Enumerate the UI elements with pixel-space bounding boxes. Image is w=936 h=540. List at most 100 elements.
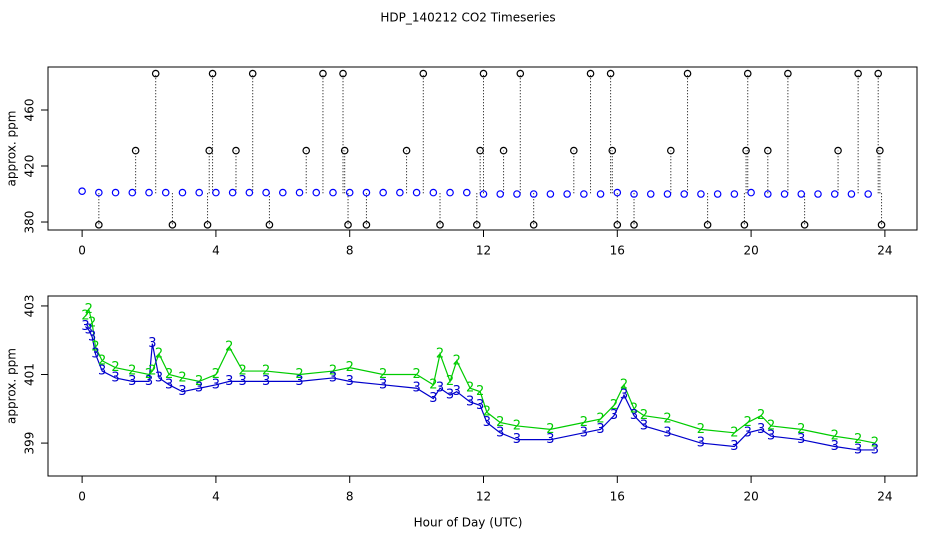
point <box>279 188 287 197</box>
point <box>830 190 839 198</box>
x-tick-label: 24 <box>877 244 892 258</box>
point <box>473 221 481 229</box>
x-tick-label: 16 <box>610 490 625 504</box>
point <box>730 190 739 198</box>
point <box>232 146 240 155</box>
x-tick-label: 20 <box>743 490 758 504</box>
point <box>854 69 862 78</box>
point-marker: 2 <box>466 381 474 396</box>
point <box>248 69 257 78</box>
point <box>630 190 638 198</box>
point <box>834 146 842 155</box>
point <box>161 188 170 197</box>
point-marker: 3 <box>453 384 461 399</box>
point <box>412 188 421 197</box>
point-marker: 2 <box>165 367 173 382</box>
x-tick-label: 4 <box>212 490 220 504</box>
point-marker: 2 <box>730 425 738 440</box>
point-marker: 2 <box>88 316 96 331</box>
x-tick-label: 8 <box>346 490 354 504</box>
point-marker: 3 <box>436 381 444 396</box>
point-marker: 3 <box>128 374 136 389</box>
x-tick-label: 0 <box>78 490 86 504</box>
point-marker: 3 <box>446 388 454 403</box>
point-marker: 3 <box>148 336 156 351</box>
point <box>145 188 153 197</box>
point-marker: 2 <box>513 418 521 433</box>
point-marker: 2 <box>128 364 136 379</box>
point <box>151 69 160 78</box>
point <box>499 146 508 155</box>
point <box>516 69 525 78</box>
point-marker: 2 <box>663 412 671 427</box>
point <box>784 69 792 78</box>
point <box>814 190 822 198</box>
y-axis-label: approx. ppm <box>5 111 19 187</box>
point <box>178 188 187 197</box>
point <box>743 69 752 78</box>
point <box>245 188 254 197</box>
point <box>667 146 675 155</box>
point <box>529 190 538 198</box>
point-marker: 3 <box>155 370 163 385</box>
point <box>630 221 638 229</box>
point-marker: 3 <box>697 436 705 451</box>
point-marker: 2 <box>178 370 186 385</box>
point <box>780 190 789 198</box>
x-tick-label: 20 <box>743 244 758 258</box>
point <box>131 146 140 155</box>
x-axis-label: Hour of Day (UTC) <box>414 516 523 530</box>
x-tick-label: 4 <box>212 244 220 258</box>
point-marker: 3 <box>329 370 337 385</box>
point-marker: 2 <box>476 384 484 399</box>
point-marker: 3 <box>630 408 638 423</box>
point-marker: 2 <box>854 432 862 447</box>
point-marker: 3 <box>412 381 420 396</box>
point <box>613 188 622 197</box>
point <box>340 146 349 155</box>
point-marker: 2 <box>640 408 648 423</box>
y-tick-label: 403 <box>23 294 37 317</box>
point-marker: 2 <box>379 367 387 382</box>
point <box>663 190 672 198</box>
point-marker: 2 <box>610 398 618 413</box>
point <box>479 69 488 78</box>
point <box>295 188 304 197</box>
point <box>596 190 605 198</box>
point <box>606 69 615 78</box>
point-marker: 3 <box>379 377 387 392</box>
point <box>379 188 387 197</box>
point <box>646 190 655 198</box>
point <box>95 188 103 197</box>
x-tick-label: 16 <box>610 244 625 258</box>
chart-title: HDP_140212 CO2 Timeseries <box>380 11 555 25</box>
point-marker: 2 <box>436 346 444 361</box>
point-marker: 2 <box>871 436 879 451</box>
point-marker: 2 <box>145 367 153 382</box>
point-marker: 3 <box>262 374 270 389</box>
point <box>876 146 884 155</box>
point-marker: 3 <box>871 442 879 457</box>
point-marker: 2 <box>412 367 420 382</box>
point-marker: 3 <box>429 391 437 406</box>
x-tick-label: 8 <box>346 244 354 258</box>
point-marker: 2 <box>453 353 461 368</box>
point-marker: 2 <box>111 360 119 375</box>
point <box>874 69 882 78</box>
point-marker: 2 <box>596 412 604 427</box>
point-marker: 2 <box>91 340 99 355</box>
y-axis-label: approx. ppm <box>5 348 19 424</box>
point <box>713 190 722 198</box>
point <box>262 188 270 197</box>
point-marker: 2 <box>496 415 504 430</box>
point-marker: 2 <box>446 374 454 389</box>
plot-frame <box>47 295 918 477</box>
point <box>128 188 137 197</box>
point <box>228 188 237 197</box>
point <box>208 69 217 78</box>
y-tick-label: 380 <box>23 211 37 234</box>
point <box>462 188 471 197</box>
point-marker: 3 <box>178 384 186 399</box>
y-tick-label: 401 <box>23 363 37 386</box>
